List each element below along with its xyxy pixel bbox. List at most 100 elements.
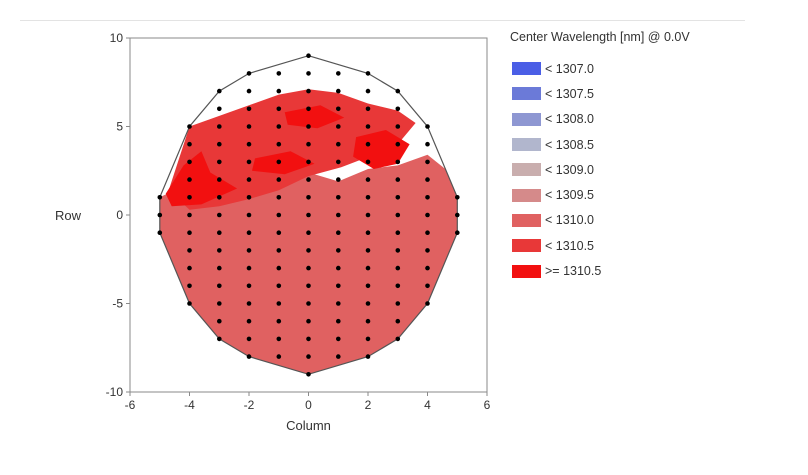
y-tick-label: -5	[112, 297, 123, 311]
contour-region-8	[165, 151, 238, 207]
x-tick-label: 4	[424, 398, 431, 412]
measurement-point	[217, 141, 222, 147]
measurement-point	[306, 230, 311, 235]
x-tick-label: 6	[484, 398, 491, 412]
measurement-point	[336, 212, 341, 218]
measurement-point	[365, 336, 371, 342]
x-axis-ticks: -6 -4 -2 0 2 4 6	[125, 392, 491, 412]
measurement-point	[425, 195, 430, 200]
x-tick-label: 2	[365, 398, 372, 412]
legend-entry: < 1310.0	[510, 208, 800, 233]
measurement-point	[395, 88, 401, 94]
measurement-point	[425, 124, 430, 129]
contour-region-6	[159, 154, 458, 375]
measurement-point	[306, 159, 311, 165]
measurement-point	[217, 124, 222, 129]
measurement-point	[425, 141, 430, 147]
y-tick-label: -10	[106, 385, 124, 399]
legend-label: < 1308.0	[545, 112, 595, 127]
legend-label: < 1307.5	[545, 86, 595, 101]
measurement-point	[246, 195, 252, 200]
measurement-point	[306, 283, 311, 289]
measurement-point	[217, 230, 222, 235]
measurement-point	[455, 195, 460, 200]
legend-title: Center Wavelength [nm] @ 0.0V	[510, 30, 690, 44]
measurement-point	[276, 354, 282, 359]
measurement-point	[217, 88, 222, 94]
measurement-point	[187, 230, 192, 235]
legend-entry: < 1307.0	[510, 56, 800, 81]
measurement-point	[365, 354, 371, 359]
measurement-point	[246, 230, 252, 235]
y-tick-label: 5	[116, 120, 123, 134]
x-tick-label: -6	[125, 398, 136, 412]
measurement-point	[365, 283, 371, 289]
legend-items: < 1307.0 < 1307.5 < 1308.0 < 1308.5 < 1309.0…	[510, 56, 800, 284]
legend-swatch	[512, 62, 541, 76]
measurement-point	[455, 212, 460, 218]
legend-label: < 1310.0	[545, 213, 595, 228]
measurement-point	[187, 265, 192, 271]
measurement-point	[395, 159, 401, 165]
measurement-point	[306, 106, 311, 112]
measurement-point	[246, 177, 252, 182]
measurement-point	[425, 248, 430, 253]
measurement-point	[306, 177, 311, 182]
measurement-point	[365, 88, 371, 94]
measurement-point	[306, 301, 311, 306]
legend-swatch	[512, 138, 541, 152]
measurement-point	[425, 159, 430, 165]
measurement-point	[276, 265, 282, 271]
measurement-point	[336, 159, 341, 165]
legend-entry: >= 1310.5	[510, 258, 800, 283]
measurement-point	[246, 354, 252, 359]
measurement-point	[336, 195, 341, 200]
measurement-point	[306, 372, 311, 377]
legend-entry: < 1308.5	[510, 132, 800, 157]
measurement-point	[187, 195, 192, 200]
measurement-point	[425, 212, 430, 218]
measurement-point	[306, 124, 311, 129]
measurement-point	[276, 248, 282, 253]
measurement-point	[276, 230, 282, 235]
y-tick-label: 10	[110, 31, 124, 45]
measurement-point	[217, 248, 222, 253]
measurement-point	[336, 318, 341, 324]
measurement-point	[365, 265, 371, 271]
measurement-point	[187, 212, 192, 218]
contour-regions	[159, 89, 458, 375]
measurement-point	[217, 159, 222, 165]
contour-region-9	[353, 130, 410, 169]
legend-label: < 1310.5	[545, 238, 595, 253]
measurement-point	[217, 212, 222, 218]
measurement-point	[306, 354, 311, 359]
measurement-point	[395, 283, 401, 289]
measurement-point	[365, 106, 371, 112]
measurement-point	[187, 141, 192, 147]
measurement-point	[395, 106, 401, 112]
measurement-point	[217, 283, 222, 289]
measurement-point	[306, 336, 311, 342]
measurement-point	[246, 106, 252, 112]
measurement-point	[365, 141, 371, 147]
legend-label: < 1309.0	[545, 162, 595, 177]
legend: Center Wavelength [nm] @ 0.0V < 1307.0 < …	[510, 30, 800, 284]
measurement-point	[395, 318, 401, 324]
measurement-point	[217, 195, 222, 200]
measurement-point	[395, 230, 401, 235]
measurement-point	[455, 230, 460, 235]
x-tick-label: -4	[184, 398, 195, 412]
measurement-point	[246, 283, 252, 289]
measurement-point	[276, 88, 282, 94]
measurement-point	[276, 336, 282, 342]
measurement-point	[157, 212, 163, 218]
measurement-point	[276, 195, 282, 200]
legend-label: < 1309.5	[545, 188, 595, 203]
measurement-point	[157, 230, 163, 235]
measurement-point	[336, 177, 341, 182]
measurement-point	[336, 283, 341, 289]
measurement-point	[306, 195, 311, 200]
measurement-point	[395, 265, 401, 271]
measurement-point	[395, 195, 401, 200]
measurement-point	[217, 106, 222, 112]
